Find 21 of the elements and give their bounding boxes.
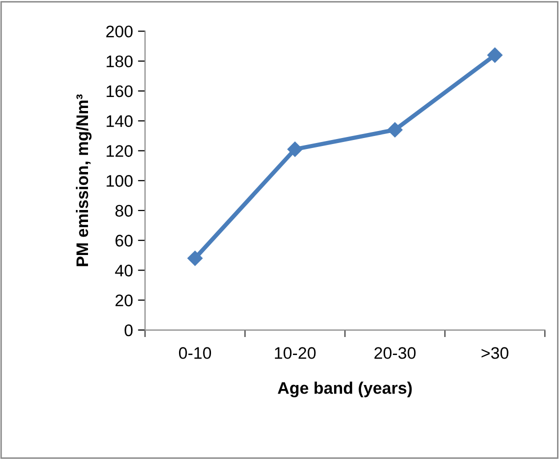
y-tick-label: 40 bbox=[115, 264, 133, 276]
y-tick-label: 100 bbox=[106, 175, 133, 187]
y-tick-label: 180 bbox=[106, 55, 133, 68]
y-tick-label: 0 bbox=[124, 324, 133, 336]
y-tick-label: 200 bbox=[106, 26, 133, 38]
y-tick-label: 140 bbox=[106, 115, 133, 128]
point bbox=[387, 122, 403, 138]
y-axis-title: PM emission, mg/Nm³ bbox=[76, 94, 92, 266]
y-tick-label: 60 bbox=[116, 234, 133, 247]
x-axis-title: Age band (years) bbox=[278, 382, 412, 398]
x-tick-label: 20-30 bbox=[374, 347, 416, 359]
y-tick-label: 20 bbox=[116, 294, 133, 306]
y-tick-label: 120 bbox=[106, 145, 133, 157]
x-tick-label: 0-10 bbox=[178, 347, 212, 359]
x-tick-label: >30 bbox=[482, 347, 508, 359]
point bbox=[187, 250, 203, 266]
point bbox=[487, 48, 502, 63]
y-tick-label: 80 bbox=[115, 204, 133, 217]
y-tick-label: 160 bbox=[106, 85, 133, 98]
point bbox=[287, 142, 303, 157]
x-tick-label: 10-20 bbox=[274, 347, 316, 359]
